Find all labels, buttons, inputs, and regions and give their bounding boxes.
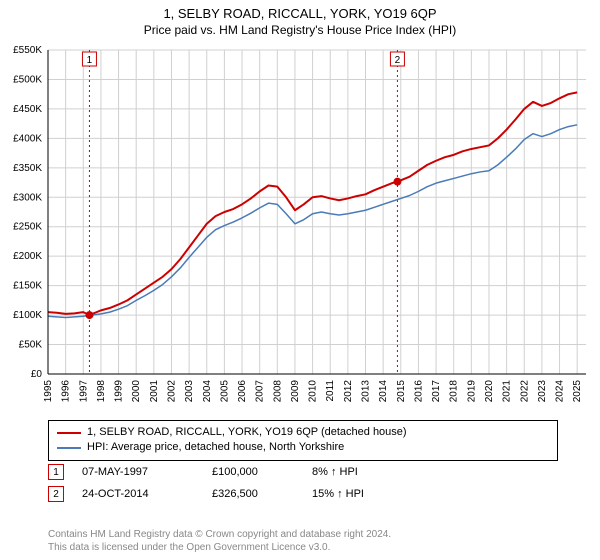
svg-text:2021: 2021 [502,380,513,403]
svg-text:2006: 2006 [237,380,248,403]
sale-row-1: 2 24-OCT-2014 £326,500 15% ↑ HPI [48,486,364,502]
svg-text:£300K: £300K [13,192,42,203]
legend-label-0: 1, SELBY ROAD, RICCALL, YORK, YO19 6QP (… [87,425,407,440]
svg-text:1997: 1997 [78,380,89,403]
svg-text:2007: 2007 [255,380,266,403]
svg-text:£50K: £50K [19,340,43,351]
sale-hpi-0: 8% ↑ HPI [312,466,358,478]
footer-line-2: This data is licensed under the Open Gov… [48,541,391,554]
legend-swatch-0 [57,432,81,434]
legend-label-1: HPI: Average price, detached house, Nort… [87,440,344,455]
sale-marker-0: 1 [48,464,64,480]
sale-hpi-1: 15% ↑ HPI [312,488,364,500]
svg-text:2002: 2002 [166,380,177,403]
svg-text:2008: 2008 [272,380,283,403]
sale-date-0: 07-MAY-1997 [82,466,212,478]
svg-text:2019: 2019 [466,380,477,403]
footer-block: Contains HM Land Registry data © Crown c… [48,528,391,554]
svg-text:2023: 2023 [537,380,548,403]
svg-text:2011: 2011 [325,380,336,402]
svg-text:2022: 2022 [519,380,530,403]
svg-text:£400K: £400K [13,133,42,144]
svg-text:1998: 1998 [96,380,107,403]
svg-text:£150K: £150K [13,281,42,292]
chart-container: 1, SELBY ROAD, RICCALL, YORK, YO19 6QP P… [0,0,600,560]
footer-line-1: Contains HM Land Registry data © Crown c… [48,528,391,541]
legend-row-1: HPI: Average price, detached house, Nort… [57,440,549,455]
title-main: 1, SELBY ROAD, RICCALL, YORK, YO19 6QP [0,6,600,21]
svg-text:£0: £0 [31,369,43,380]
sale-price-0: £100,000 [212,466,312,478]
svg-text:2010: 2010 [308,380,319,403]
svg-text:2015: 2015 [396,380,407,403]
sale-row-0: 1 07-MAY-1997 £100,000 8% ↑ HPI [48,464,364,480]
svg-text:1996: 1996 [61,380,72,403]
svg-text:£350K: £350K [13,163,42,174]
svg-text:1995: 1995 [43,380,54,403]
svg-text:2004: 2004 [202,380,213,403]
svg-text:2024: 2024 [555,380,566,403]
svg-text:£500K: £500K [13,74,42,85]
sales-block: 1 07-MAY-1997 £100,000 8% ↑ HPI 2 24-OCT… [48,464,364,508]
sale-price-1: £326,500 [212,488,312,500]
chart-area: £0 £50K £100K £150K £200K £250K £300K £350K £400… [0,44,600,414]
svg-text:2003: 2003 [184,380,195,403]
svg-text:2016: 2016 [413,380,424,403]
svg-text:£200K: £200K [13,251,42,262]
svg-text:1: 1 [87,55,93,66]
svg-text:2: 2 [395,55,401,66]
svg-text:£250K: £250K [13,222,42,233]
svg-text:1999: 1999 [114,380,125,403]
svg-text:2025: 2025 [572,380,583,403]
svg-text:2018: 2018 [449,380,460,403]
legend-swatch-1 [57,447,81,449]
sale-date-1: 24-OCT-2014 [82,488,212,500]
legend-box: 1, SELBY ROAD, RICCALL, YORK, YO19 6QP (… [48,420,558,461]
svg-text:£550K: £550K [13,45,42,56]
svg-text:£100K: £100K [13,310,42,321]
svg-text:2017: 2017 [431,380,442,403]
title-sub: Price paid vs. HM Land Registry's House … [0,23,600,37]
svg-text:2000: 2000 [131,380,142,403]
svg-text:2013: 2013 [361,380,372,403]
svg-text:2014: 2014 [378,380,389,403]
svg-text:2012: 2012 [343,380,354,403]
svg-text:2020: 2020 [484,380,495,403]
svg-text:2001: 2001 [149,380,160,403]
title-block: 1, SELBY ROAD, RICCALL, YORK, YO19 6QP P… [0,0,600,37]
svg-text:2005: 2005 [219,380,230,403]
legend-row-0: 1, SELBY ROAD, RICCALL, YORK, YO19 6QP (… [57,425,549,440]
svg-text:£450K: £450K [13,104,42,115]
sale-marker-1: 2 [48,486,64,502]
svg-text:2009: 2009 [290,380,301,403]
chart-svg: £0 £50K £100K £150K £200K £250K £300K £350K £400… [0,44,600,414]
